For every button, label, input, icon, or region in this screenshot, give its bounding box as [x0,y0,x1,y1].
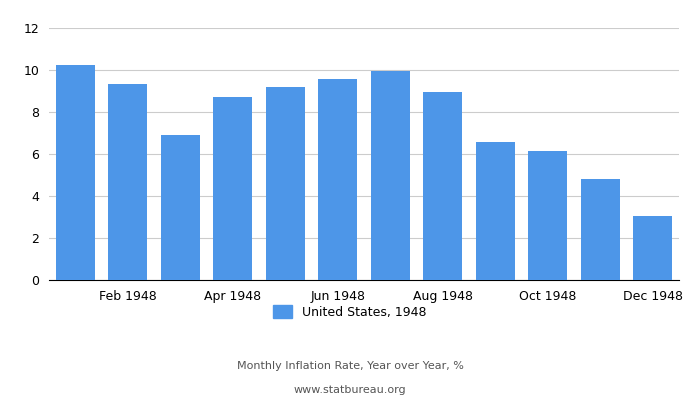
Bar [55,65,95,280]
Legend: United States, 1948: United States, 1948 [268,300,432,324]
Bar [265,87,305,280]
Bar [423,92,463,280]
Bar [160,135,200,280]
Bar [633,216,673,280]
Bar [370,72,410,280]
Bar [475,142,515,280]
Bar [318,79,358,280]
Text: Monthly Inflation Rate, Year over Year, %: Monthly Inflation Rate, Year over Year, … [237,361,463,371]
Bar [108,84,148,280]
Bar [213,97,253,280]
Bar [580,179,620,280]
Text: www.statbureau.org: www.statbureau.org [294,385,406,395]
Bar [528,152,568,280]
